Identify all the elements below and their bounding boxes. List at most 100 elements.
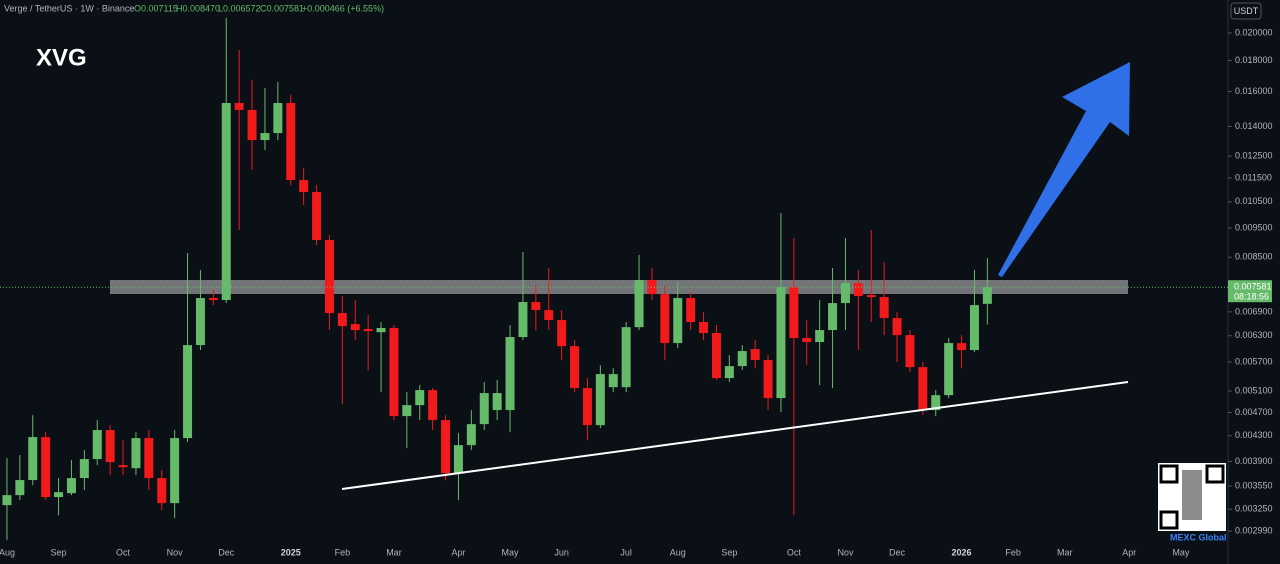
candle-body xyxy=(118,465,128,468)
last-price-label: 0.007581 xyxy=(1234,282,1272,292)
candle-body xyxy=(840,283,850,304)
y-tick-label: 0.020000 xyxy=(1235,27,1273,37)
x-tick-label: Jun xyxy=(554,547,569,557)
currency[interactable]: USDT xyxy=(1234,6,1259,16)
candle-body xyxy=(105,430,115,463)
candle-body xyxy=(918,367,928,411)
countdown: 08:18:56 xyxy=(1234,292,1269,302)
candle-body xyxy=(441,420,451,474)
y-tick-label: 0.006300 xyxy=(1235,330,1273,340)
candle-body xyxy=(131,438,141,469)
candle-body xyxy=(170,438,180,504)
x-tick-label: Mar xyxy=(386,547,402,557)
candle-body xyxy=(260,133,270,141)
candle-body xyxy=(92,430,102,460)
candle-body xyxy=(66,478,76,494)
candle-body xyxy=(879,297,889,319)
y-tick-label: 0.018000 xyxy=(1235,55,1273,65)
x-tick-label: Mar xyxy=(1057,547,1073,557)
qr-corner xyxy=(1159,464,1179,484)
x-tick-label: Apr xyxy=(451,547,465,557)
candle-body xyxy=(2,495,12,506)
candle-body xyxy=(453,445,463,474)
candle-body xyxy=(247,109,257,141)
candle-body xyxy=(853,283,863,297)
candle-body xyxy=(15,480,25,496)
x-tick-label: Nov xyxy=(837,547,854,557)
candle-body xyxy=(866,295,876,298)
open-label: O0.007115 xyxy=(134,3,178,13)
candle-body xyxy=(828,303,838,331)
candle-body xyxy=(144,438,154,479)
last-price-box xyxy=(1228,280,1272,303)
candle-body xyxy=(183,345,193,439)
candle-body xyxy=(802,338,812,343)
x-tick-label: Oct xyxy=(116,547,131,557)
candle-body xyxy=(699,322,709,334)
candle-body xyxy=(350,324,360,331)
close-label: C0.007581 xyxy=(260,3,304,13)
candle-body xyxy=(544,310,554,321)
y-tick-label: 0.005100 xyxy=(1235,385,1273,395)
y-tick-label: 0.014000 xyxy=(1235,121,1273,131)
qr-corner xyxy=(1159,510,1179,530)
chart-title: XVG xyxy=(36,44,87,71)
x-tick-label: May xyxy=(1172,547,1190,557)
y-tick-label: 0.006900 xyxy=(1235,306,1273,316)
y-tick-label: 0.012500 xyxy=(1235,151,1273,161)
trend-line xyxy=(341,381,1129,490)
candle-body xyxy=(892,318,902,336)
x-tick-label: Aug xyxy=(670,547,686,557)
candle-body xyxy=(41,437,51,498)
candle-body xyxy=(789,287,799,339)
candle-body xyxy=(969,305,979,351)
y-tick-label: 0.002990 xyxy=(1235,525,1273,535)
y-tick-label: 0.008500 xyxy=(1235,252,1273,262)
y-tick-label: 0.009500 xyxy=(1235,222,1273,232)
y-tick-label: 0.004300 xyxy=(1235,430,1273,440)
x-tick-label: Jul xyxy=(620,547,632,557)
candle-body xyxy=(711,333,721,379)
candle-body xyxy=(479,393,489,425)
candle-body xyxy=(957,343,967,351)
candle-body xyxy=(686,298,696,323)
candle-body xyxy=(492,393,502,411)
candle-body xyxy=(737,351,747,367)
candle-body xyxy=(415,390,425,406)
symbol: Verge / TetherUS · 1W · Binance xyxy=(4,3,134,13)
candle-body xyxy=(466,424,476,446)
candle-body xyxy=(621,327,631,388)
currency-button[interactable] xyxy=(1230,2,1262,20)
candle-body xyxy=(931,395,941,411)
y-tick-label: 0.005700 xyxy=(1235,356,1273,366)
candle-body xyxy=(428,390,438,421)
candle-body xyxy=(982,287,992,304)
candle-body xyxy=(815,330,825,343)
candle-body xyxy=(763,360,773,399)
x-tick-label: Feb xyxy=(335,547,351,557)
x-tick-label: 2025 xyxy=(281,547,301,557)
candle-body xyxy=(673,298,683,344)
candle-body xyxy=(570,346,580,389)
candle-body xyxy=(337,313,347,327)
x-tick-label: Feb xyxy=(1005,547,1021,557)
change-label: +0.000466 (+6.55%) xyxy=(302,3,384,13)
candle-body xyxy=(944,343,954,396)
x-tick-label: 2026 xyxy=(952,547,972,557)
y-tick-label: 0.011500 xyxy=(1235,172,1272,182)
candle-body xyxy=(195,298,205,346)
resistance-band xyxy=(110,280,1128,294)
candle-body xyxy=(634,280,644,328)
x-tick-label: Dec xyxy=(889,547,906,557)
x-tick-label: Apr xyxy=(1122,547,1136,557)
candle-body xyxy=(608,374,618,388)
candle-body xyxy=(505,337,515,411)
candle-body xyxy=(79,459,89,479)
high-label: H0.008470 xyxy=(176,3,220,13)
x-tick-label: Sep xyxy=(51,547,67,557)
marks xyxy=(0,17,1228,541)
candle-body xyxy=(54,492,64,498)
watermark-text: MEXC Global xyxy=(1170,532,1227,542)
x-tick-label: Oct xyxy=(787,547,802,557)
